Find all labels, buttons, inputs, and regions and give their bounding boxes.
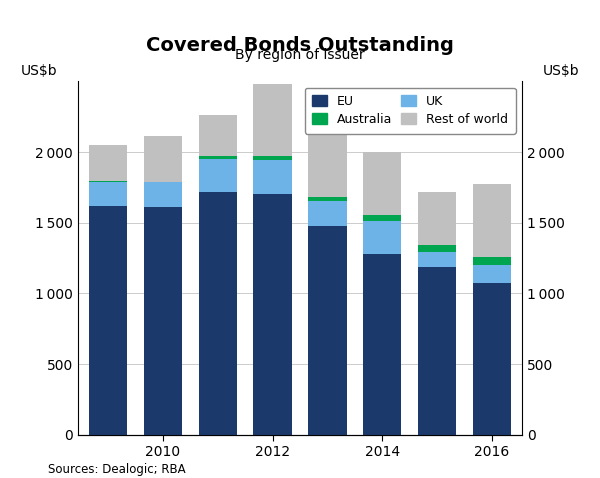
Bar [89,145,127,181]
Text: US$b: US$b [20,64,57,78]
Bar [473,265,511,283]
Bar [473,184,511,258]
Title: Covered Bonds Outstanding: Covered Bonds Outstanding [146,36,454,54]
Bar [253,156,292,160]
Bar [308,201,347,226]
Bar [418,252,456,267]
Bar [199,192,237,435]
Bar [89,206,127,435]
Bar [144,207,182,435]
Bar [308,196,347,201]
Bar [363,254,401,435]
Bar [418,245,456,252]
Bar [418,267,456,435]
Bar [253,160,292,195]
Bar [363,221,401,254]
Bar [144,182,182,183]
Bar [308,226,347,435]
Bar [144,183,182,207]
Text: US$b: US$b [543,64,580,78]
Text: By region of issuer: By region of issuer [235,48,365,62]
Bar [363,215,401,221]
Bar [144,136,182,182]
Bar [253,195,292,435]
Bar [418,192,456,245]
Bar [473,283,511,435]
Bar [199,155,237,159]
Bar [89,181,127,182]
Legend: EU, Australia, UK, Rest of world: EU, Australia, UK, Rest of world [305,87,516,133]
Bar [363,152,401,215]
Bar [199,159,237,192]
Bar [199,115,237,155]
Bar [473,258,511,265]
Text: Sources: Dealogic; RBA: Sources: Dealogic; RBA [48,463,185,476]
Bar [308,124,347,196]
Bar [89,182,127,206]
Bar [253,84,292,156]
